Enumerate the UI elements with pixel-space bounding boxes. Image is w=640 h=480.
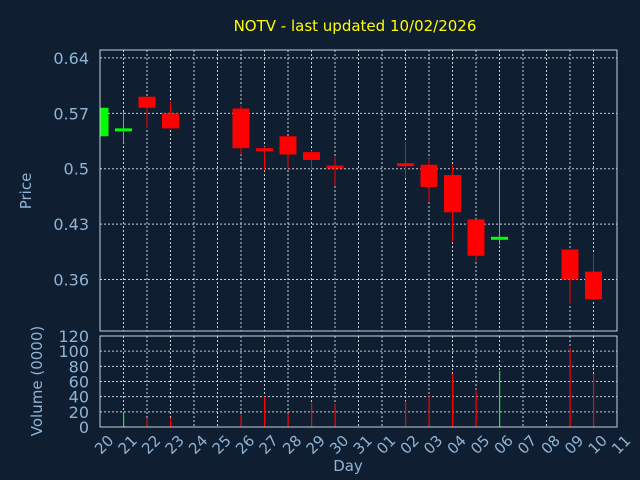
volume-bar [334,404,336,427]
candle-body [138,96,156,108]
volume-bar [170,417,172,427]
candle-body [397,163,414,167]
volume-tick-label: 20 [69,403,89,422]
volume-tick-label: 80 [69,357,89,376]
candle-body [491,236,508,240]
candle-body [561,249,579,280]
volume-plot-frame [99,335,618,428]
price-axis-label: Price [17,173,35,210]
volume-bar [405,401,407,427]
volume-bar [264,396,266,427]
candle-body [585,271,602,300]
candle-body [115,128,132,132]
volume-tick-label: 40 [69,388,89,407]
volume-bar [452,373,454,427]
candle-body [444,175,461,213]
candles [99,96,602,305]
price-tick-label: 0.36 [53,271,89,290]
volume-bar [569,348,571,427]
volume-tick-label: 100 [58,342,89,361]
candle-body [100,107,109,137]
candle-body [303,152,320,161]
price-plot-frame [99,49,618,332]
candle-body [420,164,438,187]
volume-bars [123,348,595,427]
volume-tick-label: 60 [69,373,89,392]
volume-bar [240,414,242,427]
volume-bar [123,411,125,427]
volume-axis-label: Volume (0000) [28,326,46,436]
volume-bar [428,395,430,427]
candle-body [232,108,250,149]
candle-body [256,148,273,152]
volume-bar [475,390,477,427]
price-tick-label: 0.64 [53,49,89,68]
candle-body [162,113,179,129]
candle-body [467,219,485,256]
volume-bar [287,413,289,427]
chart-title: NOTV - last updated 10/02/2026 [234,17,477,35]
volume-bar [311,402,313,427]
price-axis-ticks: 0.64 0.57 0.5 0.43 0.36 [53,49,89,290]
volume-tick-label: 0 [79,418,89,437]
day-axis-label: Day [333,457,363,475]
price-tick-label: 0.5 [64,160,89,179]
candle-body [279,136,297,155]
volume-tick-label: 120 [58,327,89,346]
volume-bar [499,370,501,427]
price-tick-label: 0.43 [53,215,89,234]
volume-bar [146,417,148,427]
day-axis-ticks: 2021222324252627282930310102030405060708… [91,432,634,458]
volume-bar [593,373,595,427]
candle-body [326,165,344,169]
price-tick-label: 0.57 [53,104,89,123]
